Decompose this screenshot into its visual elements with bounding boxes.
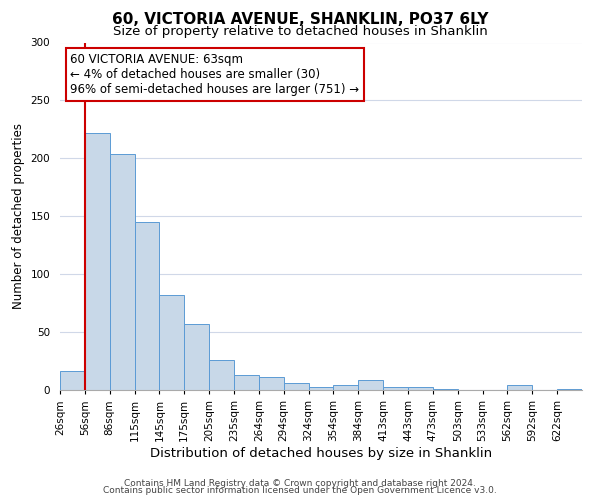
Text: Contains HM Land Registry data © Crown copyright and database right 2024.: Contains HM Land Registry data © Crown c… [124, 478, 476, 488]
Bar [433, 389, 458, 390]
Text: Size of property relative to detached houses in Shanklin: Size of property relative to detached ho… [113, 25, 487, 38]
Bar [334, 386, 358, 390]
Bar [60, 372, 85, 390]
Bar [408, 386, 433, 390]
Bar [383, 386, 408, 390]
Bar [234, 375, 259, 390]
Y-axis label: Number of detached properties: Number of detached properties [12, 123, 25, 309]
Bar [358, 380, 383, 390]
Bar [284, 383, 308, 390]
X-axis label: Distribution of detached houses by size in Shanklin: Distribution of detached houses by size … [150, 446, 492, 460]
Bar [557, 389, 582, 390]
Text: 60 VICTORIA AVENUE: 63sqm
← 4% of detached houses are smaller (30)
96% of semi-d: 60 VICTORIA AVENUE: 63sqm ← 4% of detach… [70, 53, 359, 96]
Bar [508, 386, 532, 390]
Bar [134, 222, 160, 390]
Bar [110, 154, 134, 390]
Text: Contains public sector information licensed under the Open Government Licence v3: Contains public sector information licen… [103, 486, 497, 495]
Bar [259, 378, 284, 390]
Bar [209, 360, 234, 390]
Text: 60, VICTORIA AVENUE, SHANKLIN, PO37 6LY: 60, VICTORIA AVENUE, SHANKLIN, PO37 6LY [112, 12, 488, 28]
Bar [160, 295, 184, 390]
Bar [184, 324, 209, 390]
Bar [308, 386, 334, 390]
Bar [85, 133, 110, 390]
